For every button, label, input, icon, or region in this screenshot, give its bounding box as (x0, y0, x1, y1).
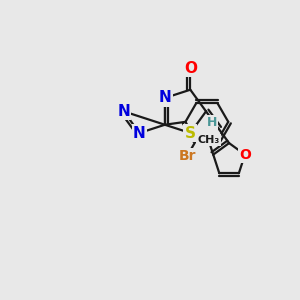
Text: O: O (184, 61, 197, 76)
Text: S: S (185, 125, 196, 140)
Text: Br: Br (178, 149, 196, 163)
Text: O: O (239, 148, 251, 162)
Text: N: N (117, 104, 130, 119)
Text: CH₃: CH₃ (197, 135, 220, 145)
Text: N: N (133, 125, 146, 140)
Text: N: N (158, 91, 171, 106)
Text: H: H (207, 116, 217, 129)
